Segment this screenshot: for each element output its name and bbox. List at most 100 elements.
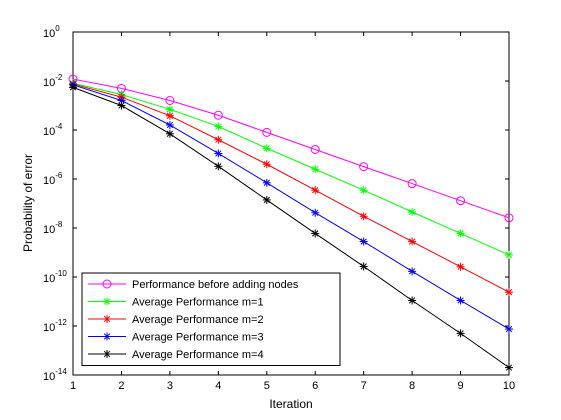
data-point <box>505 325 513 334</box>
data-point <box>408 237 417 246</box>
y-tick-label: 10-8 <box>43 220 63 236</box>
y-tick-exponent: -2 <box>55 73 63 82</box>
y-tick-label: 10-2 <box>43 73 63 89</box>
data-point <box>359 186 368 195</box>
data-point <box>165 129 174 138</box>
data-point <box>262 127 272 137</box>
x-axis-label: Iteration <box>269 397 312 411</box>
series-3 <box>69 80 513 334</box>
legend-entry: Performance before adding nodes <box>88 279 299 291</box>
data-point <box>165 111 174 120</box>
data-point <box>262 144 271 153</box>
series-4 <box>69 83 513 372</box>
x-tick-label: 4 <box>215 380 221 392</box>
y-tick-base: 10 <box>43 224 55 236</box>
y-axis-label: Probability of error <box>21 154 35 252</box>
x-tick-label: 10 <box>503 380 515 392</box>
data-point <box>407 179 417 189</box>
legend-entry: Average Performance m=4 <box>88 349 264 361</box>
y-tick-exponent: -14 <box>55 367 67 376</box>
series-line <box>72 84 510 330</box>
data-point <box>505 288 513 297</box>
y-tick-exponent: -12 <box>55 318 67 327</box>
x-tick-label: 6 <box>312 380 318 392</box>
data-point <box>165 95 175 105</box>
legend-marker <box>103 297 111 306</box>
legend: Performance before adding nodes Average P… <box>81 272 341 366</box>
legend-entry: Average Performance m=1 <box>88 297 264 309</box>
y-tick-label: 10-10 <box>43 269 67 285</box>
data-point <box>408 296 417 305</box>
series-layer <box>68 74 514 372</box>
x-tick-label: 2 <box>118 380 124 392</box>
y-tick-exponent: 0 <box>55 24 60 33</box>
y-tick-label: 10-6 <box>43 171 63 187</box>
data-point <box>311 208 320 217</box>
series-line <box>72 82 510 256</box>
data-point <box>213 110 223 120</box>
legend-entry: Average Performance m=2 <box>88 314 264 326</box>
data-point <box>456 329 465 338</box>
legend-label: Performance before adding nodes <box>132 279 299 291</box>
data-point <box>505 250 513 259</box>
x-tick-label: 8 <box>409 380 415 392</box>
data-point <box>311 165 320 174</box>
y-tick-label: 100 <box>43 24 60 40</box>
data-point <box>310 144 320 154</box>
x-tick-label: 3 <box>167 380 173 392</box>
legend-marker <box>102 279 112 289</box>
data-point <box>117 101 126 110</box>
data-point <box>456 262 465 271</box>
y-tick-base: 10 <box>43 322 55 334</box>
data-point <box>456 296 465 305</box>
data-point <box>214 122 223 131</box>
x-axis-ticks: 1 2 3 4 5 6 7 8 9 10 <box>70 32 515 392</box>
data-point <box>262 160 271 169</box>
series-line <box>72 83 510 293</box>
data-point <box>311 229 320 238</box>
legend-label: Average Performance m=4 <box>132 349 264 361</box>
data-point <box>262 195 271 204</box>
x-tick-label: 7 <box>361 380 367 392</box>
legend-marker <box>103 332 111 341</box>
series-line <box>72 86 510 369</box>
data-point <box>311 186 320 195</box>
y-tick-base: 10 <box>43 175 55 187</box>
data-point <box>359 262 368 271</box>
x-tick-label: 1 <box>70 380 76 392</box>
data-point <box>456 196 466 206</box>
y-tick-label: 10-14 <box>43 367 67 383</box>
y-tick-label: 10-4 <box>43 122 63 138</box>
x-tick-label: 9 <box>457 380 463 392</box>
y-tick-exponent: -6 <box>55 171 63 180</box>
y-tick-exponent: -10 <box>55 269 67 278</box>
data-point <box>408 267 417 276</box>
data-point <box>359 212 368 221</box>
data-point <box>456 229 465 238</box>
y-tick-exponent: -4 <box>55 122 63 131</box>
y-tick-base: 10 <box>43 273 55 285</box>
y-tick-label: 10-12 <box>43 318 67 334</box>
data-point <box>214 162 223 171</box>
data-point <box>69 83 77 92</box>
data-point <box>262 178 271 187</box>
y-tick-base: 10 <box>43 126 55 138</box>
data-point <box>165 120 174 129</box>
data-point <box>359 237 368 246</box>
y-tick-base: 10 <box>43 77 55 89</box>
data-point <box>359 162 369 172</box>
data-point <box>504 213 514 223</box>
legend-marker <box>103 315 111 323</box>
x-tick-label: 5 <box>264 380 270 392</box>
data-point <box>214 149 223 158</box>
legend-marker <box>103 350 111 358</box>
y-tick-base: 10 <box>43 371 55 383</box>
data-point <box>214 135 223 144</box>
data-point <box>505 363 513 372</box>
legend-label: Average Performance m=3 <box>132 332 264 344</box>
legend-entry: Average Performance m=3 <box>88 332 264 344</box>
y-tick-exponent: -8 <box>55 220 63 229</box>
data-point <box>408 207 417 216</box>
data-point <box>117 96 126 105</box>
